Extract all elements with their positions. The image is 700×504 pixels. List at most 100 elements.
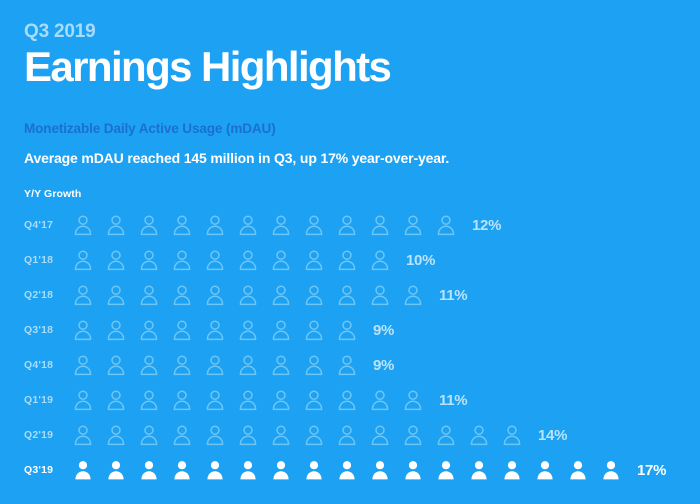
chart-row-value: 11% bbox=[439, 391, 468, 409]
page-title: Earnings Highlights bbox=[24, 42, 392, 90]
chart-row-value: 10% bbox=[406, 251, 436, 269]
person-icon bbox=[338, 214, 356, 236]
chart-row-label: Q3'18 bbox=[24, 324, 54, 337]
person-icon bbox=[74, 459, 92, 481]
chart-row-icons bbox=[74, 424, 536, 446]
chart-axis-label: Y/Y Growth bbox=[24, 187, 82, 200]
person-icon bbox=[74, 389, 92, 411]
chart-row: Q3'18 9% bbox=[24, 313, 700, 348]
chart-row-label: Q4'18 bbox=[24, 359, 54, 372]
person-icon bbox=[140, 319, 158, 341]
person-icon bbox=[140, 389, 158, 411]
person-icon bbox=[272, 284, 290, 306]
chart-row-value: 9% bbox=[373, 356, 395, 374]
person-icon bbox=[239, 389, 257, 411]
quarter-eyebrow: Q3 2019 bbox=[24, 21, 96, 42]
person-icon bbox=[107, 424, 125, 446]
person-icon bbox=[371, 389, 389, 411]
chart-row-icons bbox=[74, 214, 470, 236]
chart-row: Q4'18 9% bbox=[24, 348, 700, 383]
person-icon bbox=[371, 424, 389, 446]
person-icon bbox=[338, 389, 356, 411]
person-icon bbox=[173, 319, 191, 341]
person-icon bbox=[74, 214, 92, 236]
person-icon bbox=[371, 249, 389, 271]
person-icon bbox=[272, 249, 290, 271]
person-icon bbox=[305, 284, 323, 306]
person-icon bbox=[338, 424, 356, 446]
chart-row-label: Q1'19 bbox=[24, 394, 54, 407]
person-icon bbox=[569, 459, 587, 481]
person-icon bbox=[140, 214, 158, 236]
person-icon bbox=[206, 214, 224, 236]
person-icon bbox=[404, 389, 422, 411]
person-icon bbox=[239, 424, 257, 446]
person-icon bbox=[173, 389, 191, 411]
person-icon bbox=[107, 354, 125, 376]
person-icon bbox=[140, 354, 158, 376]
person-icon bbox=[404, 459, 422, 481]
person-icon bbox=[338, 354, 356, 376]
chart-row-list: Q4'17 12% Q1'18 10% Q2'18 11% Q3'18 9% Q4'18 9% Q1… bbox=[24, 208, 700, 488]
chart-row-icons bbox=[74, 284, 437, 306]
person-icon bbox=[371, 284, 389, 306]
chart-row: Q1'18 10% bbox=[24, 243, 700, 278]
person-icon bbox=[173, 249, 191, 271]
chart-row-label: Q3'19 bbox=[24, 464, 54, 477]
person-icon bbox=[206, 284, 224, 306]
person-icon bbox=[272, 354, 290, 376]
chart-row-value: 12% bbox=[472, 216, 502, 234]
chart-row-icons bbox=[74, 389, 437, 411]
person-icon bbox=[173, 424, 191, 446]
chart-row-icons bbox=[74, 319, 371, 341]
person-icon bbox=[107, 319, 125, 341]
mdau-section: Monetizable Daily Active Usage (mDAU) Av… bbox=[0, 89, 700, 166]
person-icon bbox=[74, 284, 92, 306]
person-icon bbox=[338, 284, 356, 306]
person-icon bbox=[305, 459, 323, 481]
person-icon bbox=[239, 214, 257, 236]
chart-row-label: Q2'18 bbox=[24, 289, 54, 302]
person-icon bbox=[107, 249, 125, 271]
person-icon bbox=[272, 214, 290, 236]
person-icon bbox=[206, 424, 224, 446]
person-icon bbox=[338, 319, 356, 341]
person-icon bbox=[305, 389, 323, 411]
person-icon bbox=[305, 319, 323, 341]
person-icon bbox=[404, 214, 422, 236]
chart-row-icons bbox=[74, 249, 404, 271]
person-icon bbox=[470, 459, 488, 481]
chart-row-value: 9% bbox=[373, 321, 395, 339]
person-icon bbox=[437, 214, 455, 236]
person-icon bbox=[338, 249, 356, 271]
person-icon bbox=[239, 319, 257, 341]
person-icon bbox=[602, 459, 620, 481]
chart-row-icons bbox=[74, 354, 371, 376]
person-icon bbox=[437, 459, 455, 481]
chart-row-label: Q4'17 bbox=[24, 219, 54, 232]
person-icon bbox=[239, 354, 257, 376]
person-icon bbox=[272, 319, 290, 341]
person-icon bbox=[74, 424, 92, 446]
chart-row: Q2'18 11% bbox=[24, 278, 700, 313]
person-icon bbox=[305, 424, 323, 446]
person-icon bbox=[74, 354, 92, 376]
person-icon bbox=[371, 459, 389, 481]
person-icon bbox=[173, 214, 191, 236]
chart-row-label: Q2'19 bbox=[24, 429, 54, 442]
person-icon bbox=[305, 354, 323, 376]
person-icon bbox=[503, 459, 521, 481]
chart-row: Q2'19 14% bbox=[24, 418, 700, 453]
person-icon bbox=[338, 459, 356, 481]
chart-row-value: 14% bbox=[538, 426, 568, 444]
person-icon bbox=[206, 389, 224, 411]
person-icon bbox=[107, 284, 125, 306]
person-icon bbox=[206, 459, 224, 481]
person-icon bbox=[173, 284, 191, 306]
chart-row-icons bbox=[74, 459, 635, 481]
person-icon bbox=[272, 389, 290, 411]
chart-row-value: 17% bbox=[637, 461, 667, 479]
person-icon bbox=[74, 319, 92, 341]
person-icon bbox=[305, 249, 323, 271]
